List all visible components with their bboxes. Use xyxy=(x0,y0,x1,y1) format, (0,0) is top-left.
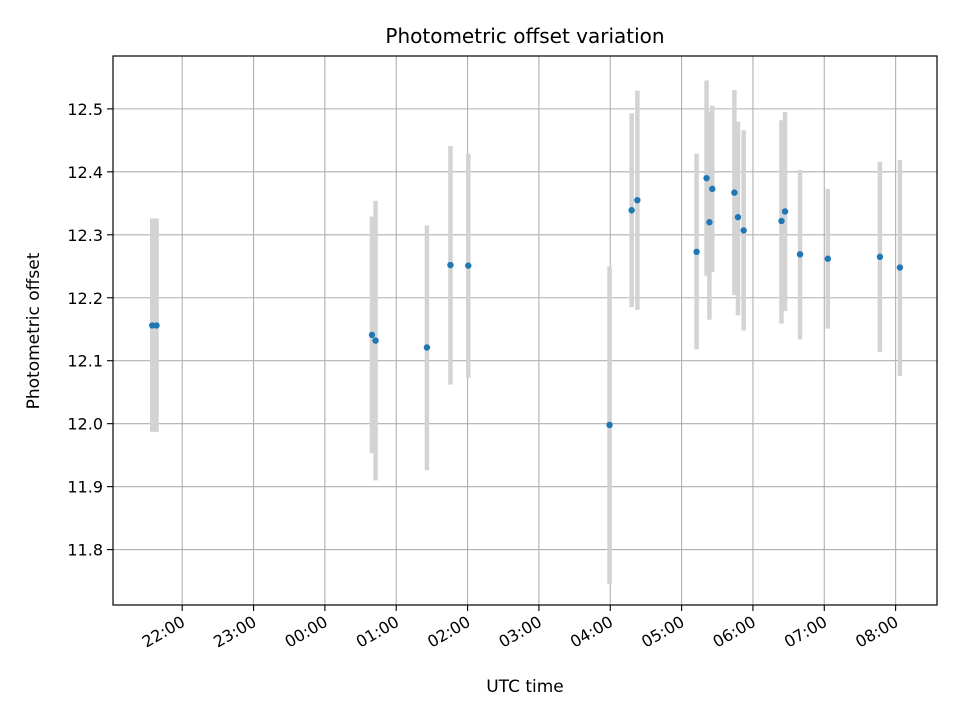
y-tick-label: 12.5 xyxy=(67,100,103,119)
plot-frame xyxy=(112,55,938,606)
data-point xyxy=(796,251,804,258)
y-tick-label: 12.4 xyxy=(67,163,103,182)
data-point xyxy=(693,248,700,256)
y-tick-label: 11.8 xyxy=(67,541,103,560)
y-tick-label: 12.2 xyxy=(67,289,103,308)
data-points xyxy=(149,174,904,429)
data-point xyxy=(734,213,742,221)
data-point xyxy=(706,219,713,226)
x-tick-label: 06:00 xyxy=(710,612,759,652)
data-point xyxy=(781,208,789,215)
data-point xyxy=(606,421,613,429)
x-tick-label: 04:00 xyxy=(567,612,616,652)
x-tick-label: 23:00 xyxy=(210,612,259,652)
x-tick-label: 00:00 xyxy=(281,612,330,652)
data-point xyxy=(740,227,747,234)
data-point xyxy=(628,207,635,214)
x-tick-label: 02:00 xyxy=(424,612,473,652)
x-tick-label: 22:00 xyxy=(139,612,188,652)
data-point xyxy=(731,189,738,196)
x-axis-ticks: 22:00 23:00 00:00 01:00 02:00 03:00 04:00 05:00… xyxy=(139,605,902,652)
error-bars xyxy=(149,80,903,585)
data-point xyxy=(634,196,641,204)
data-point xyxy=(876,253,884,261)
data-point xyxy=(153,322,160,329)
y-tick-label: 12.0 xyxy=(67,415,103,434)
data-point xyxy=(368,331,376,339)
data-point xyxy=(703,174,710,182)
y-tick-label: 12.3 xyxy=(67,226,103,245)
x-tick-label: 03:00 xyxy=(495,612,544,652)
x-tick-label: 05:00 xyxy=(638,612,687,652)
data-point xyxy=(465,262,472,269)
grid-lines xyxy=(113,56,937,605)
chart-title: Photometric offset variation xyxy=(385,24,664,48)
data-point xyxy=(447,261,454,269)
data-point xyxy=(423,344,431,351)
data-point xyxy=(372,337,379,344)
y-tick-label: 11.9 xyxy=(67,478,103,497)
x-tick-label: 08:00 xyxy=(852,612,901,652)
data-point xyxy=(896,264,904,271)
y-axis-ticks: 11.8 11.9 12.0 12.1 12.2 12.3 12.4 12.5 xyxy=(67,100,113,560)
data-point xyxy=(709,185,716,193)
data-point xyxy=(778,217,785,225)
data-point xyxy=(824,255,832,262)
x-tick-label: 01:00 xyxy=(353,612,402,652)
y-tick-label: 12.1 xyxy=(67,352,103,371)
y-axis-title: Photometric offset xyxy=(24,252,44,409)
x-axis-title: UTC time xyxy=(486,677,564,697)
x-tick-label: 07:00 xyxy=(781,612,830,652)
